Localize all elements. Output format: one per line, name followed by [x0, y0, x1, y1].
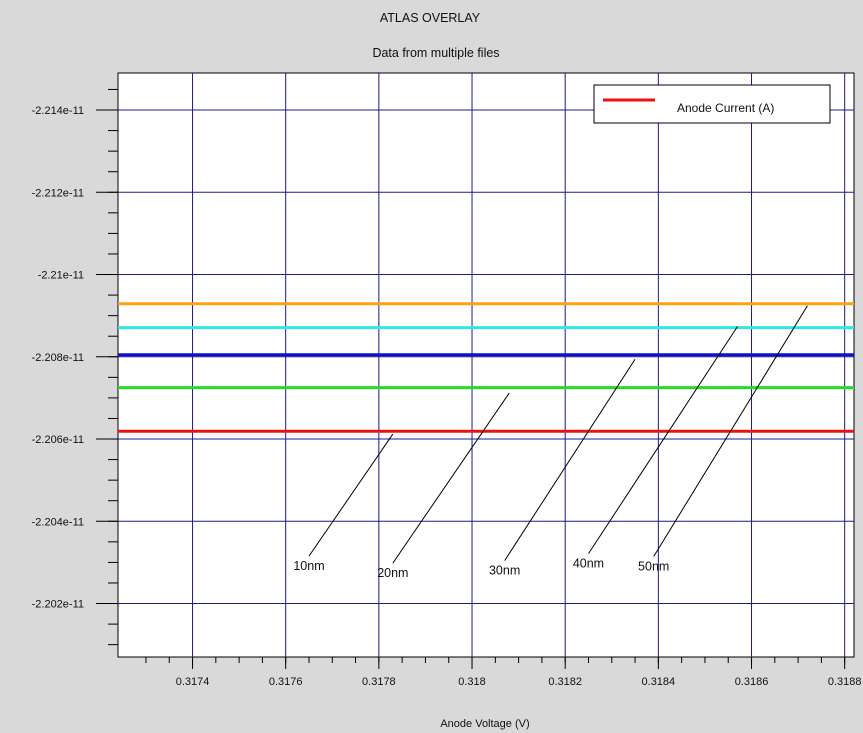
legend-label: Anode Current (A) — [677, 101, 774, 115]
y-tick-label: -2.212e-11 — [32, 187, 84, 199]
y-tick-label: -2.202e-11 — [32, 599, 84, 611]
x-tick-label: 0.3174 — [176, 676, 210, 688]
ticks-layer: 0.3174 0.3176 0.3178 0.318 0.3182 0.3184 0.318… — [32, 88, 862, 688]
x-tick-label: 0.318 — [458, 676, 486, 688]
x-tick-label: 0.3186 — [735, 676, 769, 688]
y-tick-label: -2.204e-11 — [32, 516, 84, 528]
legend-box — [593, 84, 831, 124]
annotation-leader — [653, 305, 808, 557]
annotation-label: 20nm — [377, 566, 408, 580]
annotation-leader — [588, 326, 738, 554]
legend: Anode Current (A) — [593, 84, 831, 124]
series-layer — [118, 302, 854, 433]
annotation-label: 50nm — [638, 560, 669, 574]
annotation-label: 10nm — [293, 559, 324, 573]
chart-subtitle: Data from multiple files — [372, 46, 499, 60]
annotation-leader — [308, 433, 394, 557]
chart-title: ATLAS OVERLAY — [380, 11, 481, 25]
y-tick-label: -2.21e-11 — [38, 270, 84, 282]
annotation-layer: 10nm 20nm 30nm 40nm 50nm — [293, 305, 808, 580]
annotation-leader — [392, 392, 510, 564]
grid-layer — [118, 73, 854, 657]
plot-area — [117, 72, 855, 658]
annotation-leader — [504, 358, 636, 561]
y-tick-label: -2.214e-11 — [32, 105, 84, 117]
x-axis-label: Anode Voltage (V) — [440, 718, 529, 730]
y-tick-label: -2.206e-11 — [32, 434, 84, 446]
x-tick-label: 0.3188 — [828, 676, 862, 688]
x-tick-label: 0.3178 — [362, 676, 396, 688]
annotation-label: 30nm — [489, 564, 520, 578]
y-tick-label: -2.208e-11 — [32, 352, 84, 364]
annotation-label: 40nm — [573, 557, 604, 571]
x-tick-label: 0.3184 — [642, 676, 676, 688]
x-tick-label: 0.3182 — [548, 676, 582, 688]
x-tick-label: 0.3176 — [269, 676, 303, 688]
